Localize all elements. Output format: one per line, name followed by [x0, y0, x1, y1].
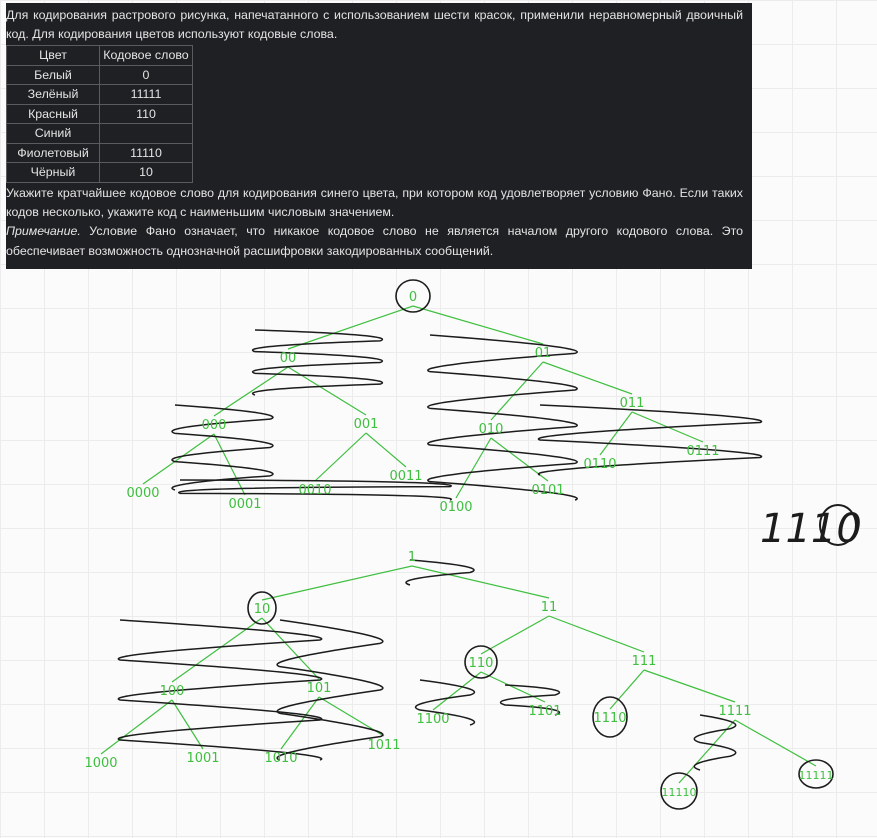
node-label-00: 00: [280, 351, 297, 366]
tree-edge: [101, 700, 172, 754]
tree-edge: [262, 566, 412, 600]
node-label-0110: 0110: [583, 457, 616, 472]
node-label-000: 000: [202, 418, 227, 433]
node-label-0101: 0101: [531, 483, 564, 498]
pen-scribble: [118, 620, 321, 760]
node-label-1100: 1100: [416, 712, 449, 727]
tree-edge: [481, 616, 549, 654]
node-label-0010: 0010: [298, 483, 331, 498]
node-label-10: 10: [254, 602, 271, 617]
tree-edge: [735, 720, 816, 766]
node-label-1011: 1011: [367, 738, 400, 753]
node-label-0111: 0111: [686, 444, 719, 459]
tree-edge: [491, 362, 543, 420]
tree-edge: [644, 670, 735, 702]
node-label-0000: 0000: [126, 486, 159, 501]
node-label-1110: 1110: [593, 711, 626, 726]
node-label-1010: 1010: [264, 751, 297, 766]
node-label-1: 1: [408, 550, 416, 565]
node-label-1000: 1000: [84, 756, 117, 771]
pen-scribble: [538, 405, 761, 475]
node-label-1001: 1001: [186, 751, 219, 766]
node-label-001: 001: [354, 417, 379, 432]
tree-edge: [366, 433, 406, 467]
handwritten-answer: 1110: [760, 506, 862, 552]
tree-edge: [600, 412, 632, 455]
node-label-11111: 11111: [799, 769, 834, 782]
node-label-100: 100: [160, 684, 185, 699]
node-label-1101: 1101: [528, 704, 561, 719]
tree-edge: [412, 566, 549, 598]
node-label-0100: 0100: [439, 500, 472, 515]
tree-edges: [101, 306, 816, 783]
node-label-0001: 0001: [228, 497, 261, 512]
node-label-11110: 11110: [662, 786, 697, 799]
node-label-010: 010: [479, 422, 504, 437]
node-label-11: 11: [541, 600, 558, 615]
node-label-0: 0: [409, 290, 417, 305]
node-label-01: 01: [535, 346, 552, 361]
tree-edge: [315, 433, 366, 481]
tree-edge: [172, 700, 203, 749]
tree-edge: [143, 434, 214, 484]
pen-scribble: [428, 335, 577, 500]
node-label-110: 110: [469, 656, 494, 671]
node-label-101: 101: [307, 681, 332, 696]
tree-edge: [543, 362, 632, 394]
node-label-1111: 1111: [718, 704, 751, 719]
node-label-011: 011: [620, 396, 645, 411]
tree-edge: [549, 616, 644, 652]
tree-edge: [262, 618, 319, 679]
tree-edge: [288, 367, 366, 415]
node-label-0011: 0011: [389, 469, 422, 484]
tree-edge: [281, 697, 319, 749]
node-label-111: 111: [632, 654, 657, 669]
tree-edge: [610, 670, 644, 709]
